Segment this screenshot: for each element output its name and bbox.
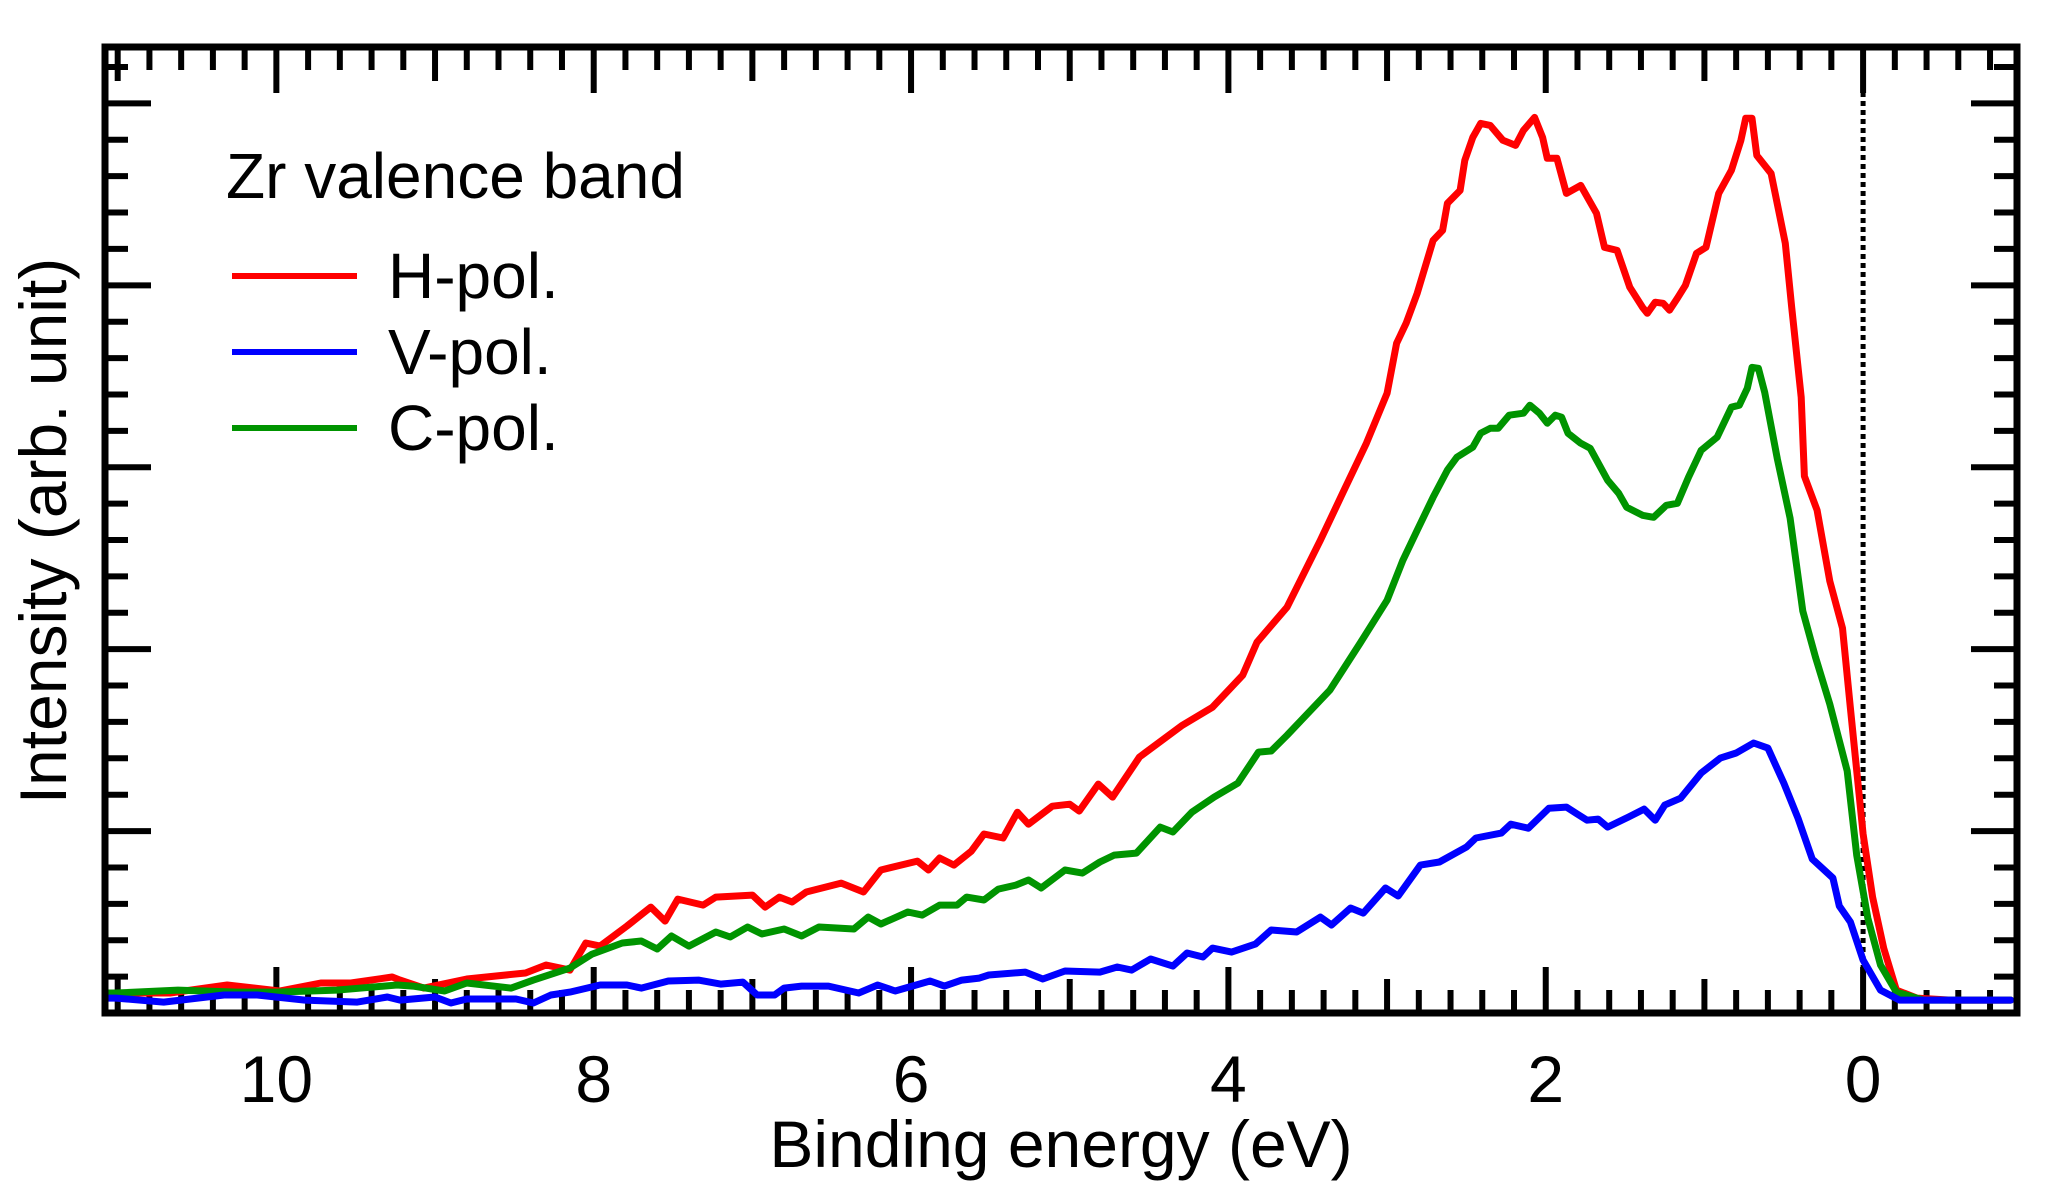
series-line-vpol <box>103 739 2015 1007</box>
x-tick-label: 6 <box>893 1042 930 1116</box>
x-tick-label: 0 <box>1845 1042 1882 1116</box>
legend-label-v-pol: V-pol. <box>388 316 552 388</box>
series-group <box>103 113 2015 1007</box>
x-tick-labels: 10 8 6 4 2 0 <box>240 1042 1882 1116</box>
series-line-cpol <box>103 363 2015 1004</box>
x-tick-label: 2 <box>1527 1042 1564 1116</box>
legend: Zr valence band H-pol. V-pol. C-pol. <box>226 140 685 464</box>
x-axis-title: Binding energy (eV) <box>769 1107 1352 1181</box>
x-tick-label: 4 <box>1210 1042 1247 1116</box>
legend-title: Zr valence band <box>226 140 685 212</box>
legend-label-h-pol: H-pol. <box>388 240 559 312</box>
plot-frame <box>101 43 2021 1017</box>
legend-label-c-pol: C-pol. <box>388 392 559 464</box>
y-axis-title: Intensity (arb. unit) <box>6 258 80 805</box>
x-tick-label: 8 <box>575 1042 612 1116</box>
series-line-hpol <box>103 113 2015 1004</box>
x-tick-label: 10 <box>240 1042 313 1116</box>
